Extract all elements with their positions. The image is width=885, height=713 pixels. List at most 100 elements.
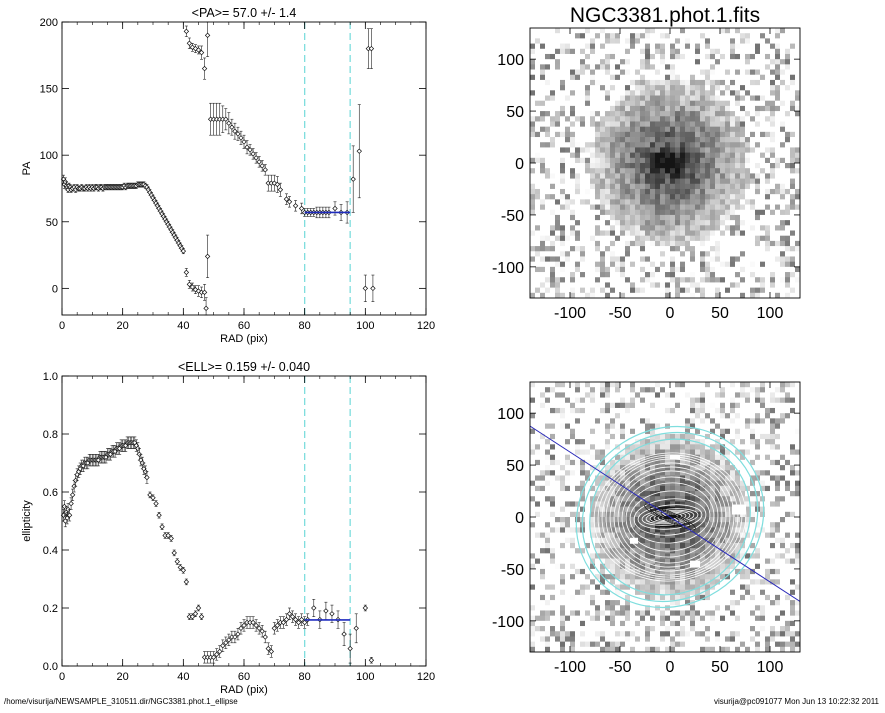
image-pixel [565, 590, 570, 596]
image-pixel [565, 585, 570, 591]
image-pixel [655, 59, 660, 65]
image-pixel [535, 49, 540, 55]
image-pixel [575, 246, 580, 252]
image-pixel [605, 153, 610, 159]
image-pixel [620, 163, 625, 169]
image-pixel [560, 527, 565, 533]
image-pixel [650, 54, 655, 60]
image-pixel [545, 559, 550, 565]
image-pixel [645, 121, 650, 127]
image-pixel [570, 75, 575, 81]
image-pixel [580, 387, 585, 393]
image-pixel [720, 96, 725, 102]
image-pixel [700, 199, 705, 205]
image-pixel [590, 382, 595, 388]
image-pixel [685, 251, 690, 257]
image-pixel [545, 194, 550, 200]
image-pixel [585, 96, 590, 102]
image-pixel [590, 450, 595, 456]
image-pixel [530, 553, 535, 559]
image-pixel [535, 215, 540, 221]
image-pixel [610, 106, 615, 112]
image-pixel [750, 277, 755, 283]
image-pixel [670, 256, 675, 262]
image-pixel [700, 116, 705, 122]
image-pixel [560, 517, 565, 523]
image-pixel [530, 408, 535, 414]
image-pixel [600, 142, 605, 148]
image-pixel [760, 256, 765, 262]
image-pixel [550, 387, 555, 393]
image-pixel [660, 153, 665, 159]
data-point [224, 117, 228, 121]
image-pixel [655, 282, 660, 288]
image-pixel [575, 236, 580, 242]
image-pixel [605, 553, 610, 559]
image-pixel [670, 137, 675, 143]
image-pixel [560, 465, 565, 471]
image-pixel [590, 590, 595, 596]
image-pixel [620, 215, 625, 221]
image-pixel [770, 64, 775, 70]
image-pixel [560, 168, 565, 174]
image-pixel [560, 251, 565, 257]
image-pixel [585, 101, 590, 107]
image-pixel [585, 199, 590, 205]
image-pixel [765, 267, 770, 273]
image-pixel [790, 59, 795, 65]
image-pixel [590, 64, 595, 70]
image-pixel [775, 85, 780, 91]
image-pixel [775, 225, 780, 231]
image-pixel [710, 127, 715, 133]
image-pixel [745, 44, 750, 50]
image-pixel [575, 225, 580, 231]
image-pixel [570, 33, 575, 39]
image-pixel [625, 70, 630, 76]
image-pixel [540, 574, 545, 580]
image-pixel [540, 236, 545, 242]
image-pixel [660, 225, 665, 231]
image-pixel [645, 168, 650, 174]
image-pixel [740, 205, 745, 211]
image-pixel [530, 184, 535, 190]
image-pixel [675, 199, 680, 205]
image-pixel [570, 199, 575, 205]
image-pixel [720, 142, 725, 148]
image-pixel [575, 392, 580, 398]
image-pixel [540, 522, 545, 528]
image-pixel [705, 80, 710, 86]
image-pixel [665, 225, 670, 231]
image-pixel [685, 137, 690, 143]
image-pixel [785, 142, 790, 148]
image-pixel [620, 205, 625, 211]
image-pixel [550, 75, 555, 81]
image-pixel [725, 277, 730, 283]
image-pixel [700, 49, 705, 55]
image-pixel [725, 80, 730, 86]
image-pixel [535, 272, 540, 278]
image-pixel [590, 179, 595, 185]
image-pixel [600, 636, 605, 642]
image-pixel [535, 424, 540, 430]
image-pixel [640, 241, 645, 247]
image-pixel [690, 116, 695, 122]
image-pixel [640, 231, 645, 237]
y-axis-label: ellipticity [21, 500, 33, 542]
image-pixel [695, 163, 700, 169]
data-point [157, 513, 161, 517]
image-pixel [570, 147, 575, 153]
image-pixel [715, 75, 720, 81]
image-pixel [625, 59, 630, 65]
image-pixel [580, 267, 585, 273]
image-pixel [590, 49, 595, 55]
image-pixel [550, 49, 555, 55]
image-pixel [780, 189, 785, 195]
image-pixel [560, 210, 565, 216]
image-pixel [560, 194, 565, 200]
image-pixel [740, 121, 745, 127]
image-pixel [535, 28, 540, 34]
image-pixel [735, 231, 740, 237]
image-pixel [575, 127, 580, 133]
image-pixel [585, 85, 590, 91]
